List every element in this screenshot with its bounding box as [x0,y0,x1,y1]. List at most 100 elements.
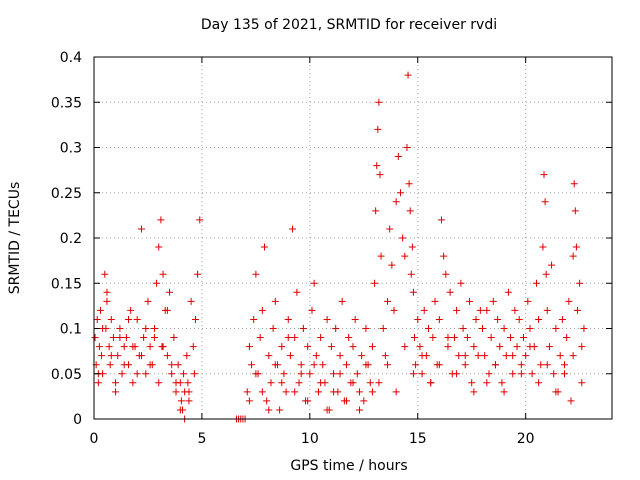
data-point [572,243,580,251]
data-point [304,343,312,351]
data-point [459,325,467,332]
data-point [176,406,184,414]
data-point [522,352,530,360]
data-point [105,343,113,351]
data-point [408,243,416,251]
data-point [489,297,497,305]
data-point [150,325,158,332]
data-point [483,306,491,314]
data-point [286,352,294,360]
data-point [308,306,316,314]
data-point [466,297,474,305]
data-point [431,297,439,305]
axis-ticks [93,56,612,420]
data-point [444,334,452,342]
data-point [310,361,318,369]
data-point [284,315,292,323]
data-point [142,325,150,332]
data-point [580,325,588,332]
data-point [291,388,299,396]
data-point [319,361,327,369]
data-point [343,361,351,369]
data-point [116,334,124,342]
data-point [116,325,124,332]
data-point [125,315,133,323]
data-point [94,379,102,387]
data-point [360,397,368,405]
data-point [355,388,363,396]
data-point [98,352,106,360]
grid-lines [94,57,612,419]
data-point [567,397,575,405]
data-point [180,370,188,378]
data-point [155,243,163,251]
data-point [453,370,461,378]
data-point [384,297,392,305]
data-point [420,306,428,314]
data-point [258,388,266,396]
data-point [504,288,512,296]
data-point [552,388,560,396]
data-point [127,306,135,314]
data-point [381,352,389,360]
data-point [520,334,528,342]
data-point [93,315,101,323]
chart-title: Day 135 of 2021, SRMTID for receiver rvd… [201,17,497,33]
data-point [446,288,454,296]
x-tick-label: 5 [197,431,206,447]
data-point [418,352,426,360]
data-point [120,361,128,369]
data-point [472,315,480,323]
data-point [140,334,148,342]
data-point [327,343,335,351]
data-point [358,352,366,360]
data-point [96,306,104,314]
data-point [483,379,491,387]
data-point [144,297,152,305]
data-point [535,315,543,323]
data-point [414,315,422,323]
data-point [103,297,111,305]
data-point [526,325,534,332]
data-point [177,397,185,405]
data-point [509,370,517,378]
data-point [468,379,476,387]
data-point [371,279,379,287]
data-point [191,315,199,323]
data-point [107,352,115,360]
data-point [399,234,407,242]
data-point [194,270,202,278]
data-point [392,388,400,396]
data-point [368,343,376,351]
data-point [258,306,266,314]
data-point [349,343,357,351]
data-point [507,334,515,342]
data-point [453,306,461,314]
data-point [256,334,264,342]
data-point [543,361,551,369]
data-point [485,370,493,378]
data-point [388,261,396,269]
x-tick-label: 20 [517,431,535,447]
data-point [109,334,117,342]
data-point [513,343,521,351]
data-point [435,361,443,369]
data-point [442,270,450,278]
data-point [168,361,176,369]
data-point [185,397,193,405]
data-point [496,343,504,351]
data-point [112,388,120,396]
data-point [355,406,363,414]
data-point [168,370,176,378]
data-point [556,352,564,360]
data-point [500,325,508,332]
y-tick-label: 0 [73,412,82,428]
data-point [368,388,376,396]
data-point [440,252,448,260]
data-point [293,288,301,296]
data-point [569,352,577,360]
data-point [455,352,463,360]
data-point [563,334,571,342]
data-point [103,288,111,296]
data-point [366,379,374,387]
